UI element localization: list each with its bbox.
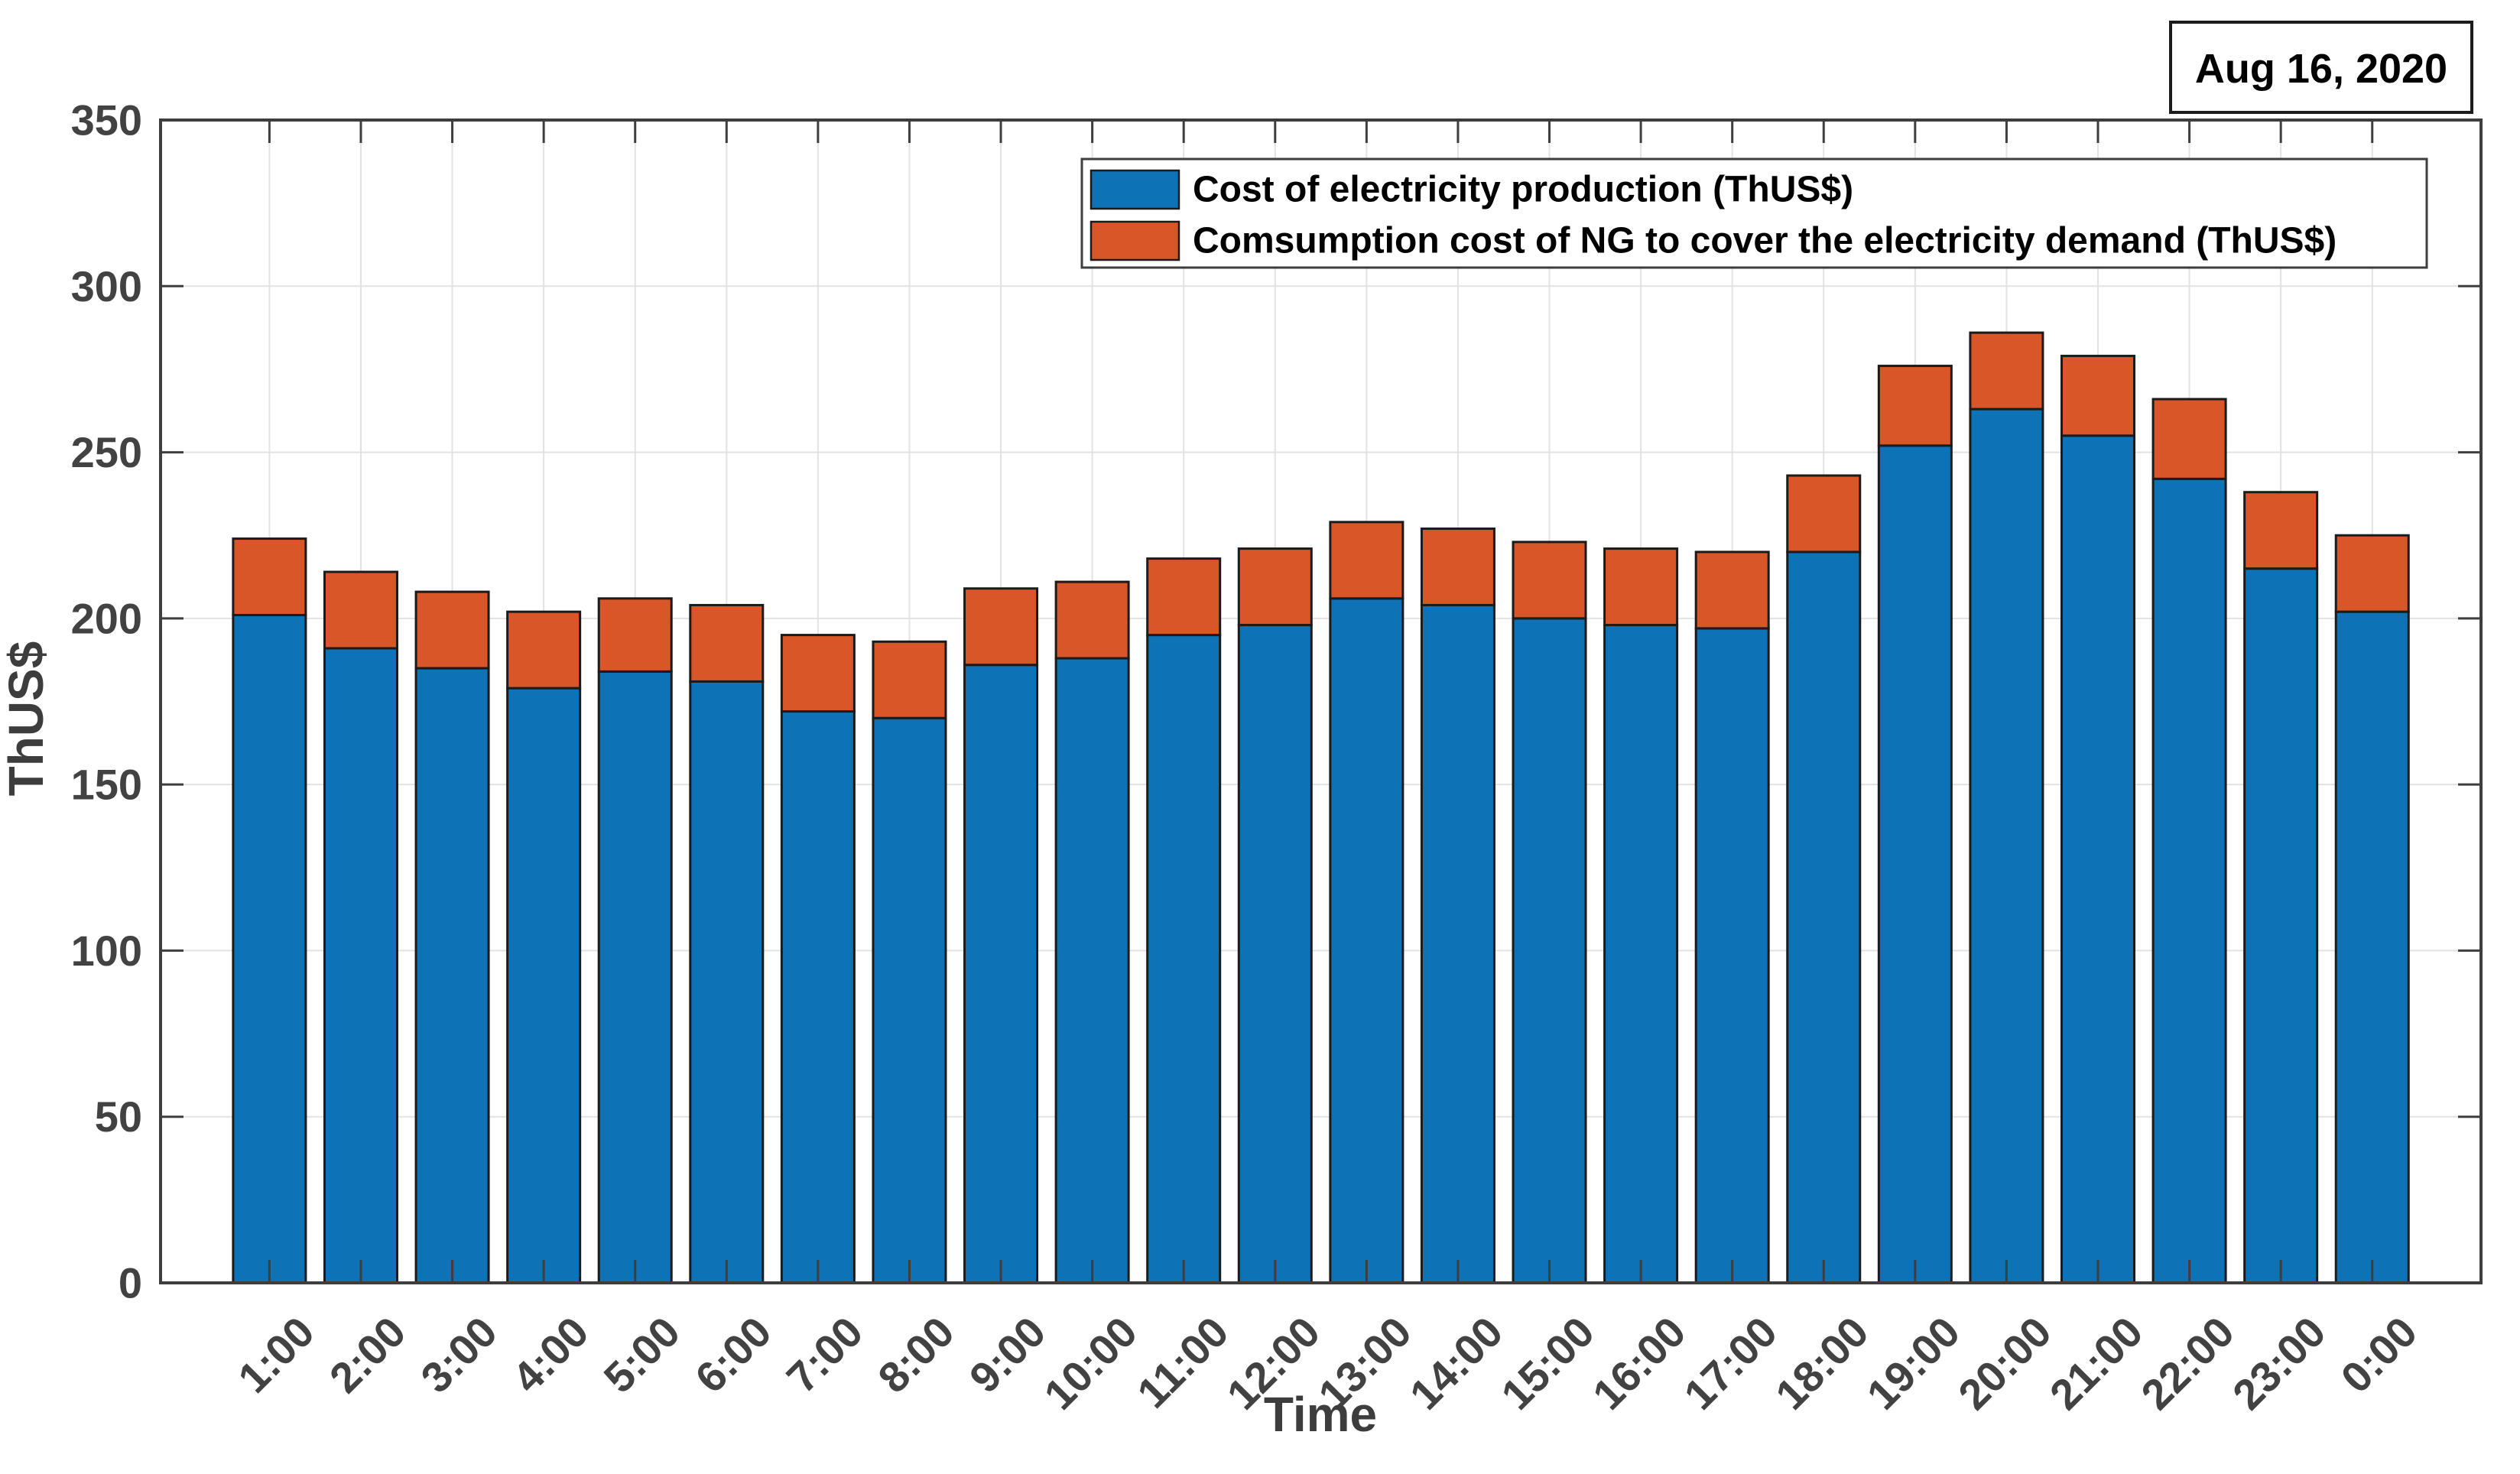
x-tick-label-0:00: 0:00 bbox=[2331, 1307, 2426, 1402]
y-axis-label: ThUS$ bbox=[0, 641, 54, 797]
bar-production-21:00 bbox=[2060, 434, 2135, 1284]
bar-production-2:00 bbox=[323, 647, 398, 1284]
x-tick-label-22:00: 22:00 bbox=[2132, 1307, 2243, 1419]
bar-production-16:00 bbox=[1603, 624, 1679, 1284]
bar-ng-12:00 bbox=[1237, 547, 1313, 627]
bar-production-18:00 bbox=[1786, 550, 1862, 1284]
bar-ng-3:00 bbox=[414, 590, 490, 670]
x-tick-label-20:00: 20:00 bbox=[1949, 1307, 2060, 1419]
bar-production-6:00 bbox=[689, 680, 765, 1284]
y-axis-tick-labels: 0 50 100 150 200 250 300 350 bbox=[71, 96, 142, 1307]
legend-label-production: Cost of electricity production (ThUS$) bbox=[1193, 170, 1853, 210]
bar-ng-10:00 bbox=[1054, 580, 1130, 660]
bar-production-10:00 bbox=[1054, 657, 1130, 1284]
bar-production-11:00 bbox=[1146, 634, 1222, 1284]
x-tick-label-3:00: 3:00 bbox=[411, 1307, 506, 1402]
bar-ng-20:00 bbox=[1969, 331, 2044, 411]
bar-production-5:00 bbox=[597, 670, 673, 1284]
x-tick-label-21:00: 21:00 bbox=[2041, 1307, 2152, 1419]
bar-ng-4:00 bbox=[506, 610, 582, 690]
bar-production-7:00 bbox=[780, 710, 856, 1284]
y-tick-label-0: 0 bbox=[119, 1259, 142, 1307]
x-tick-label-1:00: 1:00 bbox=[229, 1307, 323, 1402]
x-tick-label-15:00: 15:00 bbox=[1492, 1307, 1603, 1419]
x-tick-label-7:00: 7:00 bbox=[778, 1307, 872, 1402]
bar-production-13:00 bbox=[1329, 597, 1405, 1284]
bar-production-3:00 bbox=[414, 667, 490, 1284]
bar-ng-21:00 bbox=[2060, 355, 2135, 437]
x-tick-label-4:00: 4:00 bbox=[503, 1307, 598, 1402]
legend-label-ng: Comsumption cost of NG to cover the elec… bbox=[1193, 221, 2337, 261]
legend-swatch-ng bbox=[1090, 220, 1180, 261]
y-tick-label-50: 50 bbox=[95, 1093, 142, 1141]
bar-production-1:00 bbox=[232, 614, 307, 1284]
bar-ng-16:00 bbox=[1603, 547, 1679, 627]
ticks-layer bbox=[161, 120, 2481, 1283]
bar-ng-7:00 bbox=[780, 634, 856, 713]
bar-production-17:00 bbox=[1694, 627, 1770, 1284]
bar-production-23:00 bbox=[2243, 567, 2319, 1284]
bar-ng-6:00 bbox=[689, 603, 765, 683]
x-tick-label-11:00: 11:00 bbox=[1128, 1307, 1238, 1417]
x-tick-label-2:00: 2:00 bbox=[320, 1307, 415, 1402]
bar-ng-8:00 bbox=[872, 640, 947, 719]
x-tick-label-17:00: 17:00 bbox=[1674, 1307, 1786, 1419]
bar-ng-22:00 bbox=[2151, 398, 2227, 480]
date-annotation: Aug 16, 2020 bbox=[2169, 21, 2473, 114]
bars-layer bbox=[232, 331, 2410, 1284]
x-tick-label-10:00: 10:00 bbox=[1034, 1307, 1146, 1419]
bar-production-8:00 bbox=[872, 716, 947, 1284]
y-tick-label-150: 150 bbox=[71, 761, 142, 809]
y-tick-label-350: 350 bbox=[71, 96, 142, 144]
bar-ng-19:00 bbox=[1877, 365, 1953, 447]
x-tick-label-5:00: 5:00 bbox=[594, 1307, 689, 1402]
x-tick-label-8:00: 8:00 bbox=[869, 1307, 963, 1402]
y-tick-label-200: 200 bbox=[71, 594, 142, 642]
bar-production-15:00 bbox=[1512, 617, 1587, 1284]
bar-production-0:00 bbox=[2334, 610, 2410, 1284]
legend: Cost of electricity production (ThUS$) C… bbox=[1080, 157, 2428, 269]
bar-production-20:00 bbox=[1969, 407, 2044, 1284]
plot-border bbox=[159, 119, 2483, 1284]
x-tick-label-6:00: 6:00 bbox=[686, 1307, 781, 1402]
legend-swatch-production bbox=[1090, 169, 1180, 210]
bar-ng-1:00 bbox=[232, 537, 307, 617]
bar-production-9:00 bbox=[963, 664, 1039, 1284]
bar-ng-5:00 bbox=[597, 597, 673, 673]
x-tick-label-19:00: 19:00 bbox=[1857, 1307, 1969, 1419]
bar-ng-2:00 bbox=[323, 570, 398, 650]
bar-ng-23:00 bbox=[2243, 491, 2319, 570]
bar-ng-13:00 bbox=[1329, 521, 1405, 600]
bar-production-14:00 bbox=[1420, 603, 1495, 1284]
bar-production-22:00 bbox=[2151, 477, 2227, 1284]
bar-production-19:00 bbox=[1877, 444, 1953, 1284]
bar-ng-0:00 bbox=[2334, 534, 2410, 613]
bar-ng-9:00 bbox=[963, 587, 1039, 667]
bar-ng-11:00 bbox=[1146, 557, 1222, 637]
y-tick-label-100: 100 bbox=[71, 927, 142, 975]
date-box bbox=[2169, 21, 2473, 114]
bar-production-12:00 bbox=[1237, 624, 1313, 1284]
bar-ng-15:00 bbox=[1512, 541, 1587, 620]
y-tick-label-250: 250 bbox=[71, 428, 142, 476]
x-tick-label-23:00: 23:00 bbox=[2223, 1307, 2335, 1419]
bar-production-4:00 bbox=[506, 687, 582, 1284]
date-text: Aug 16, 2020 bbox=[2195, 46, 2447, 92]
y-tick-label-300: 300 bbox=[71, 262, 142, 310]
x-tick-label-18:00: 18:00 bbox=[1766, 1307, 1878, 1419]
x-axis-label: Time bbox=[1264, 1387, 1377, 1442]
bar-ng-17:00 bbox=[1694, 550, 1770, 630]
bar-ng-18:00 bbox=[1786, 474, 1862, 554]
bar-ng-14:00 bbox=[1420, 528, 1495, 606]
legend-box bbox=[1080, 157, 2428, 269]
x-tick-label-16:00: 16:00 bbox=[1583, 1307, 1695, 1419]
x-tick-label-14:00: 14:00 bbox=[1401, 1307, 1512, 1419]
